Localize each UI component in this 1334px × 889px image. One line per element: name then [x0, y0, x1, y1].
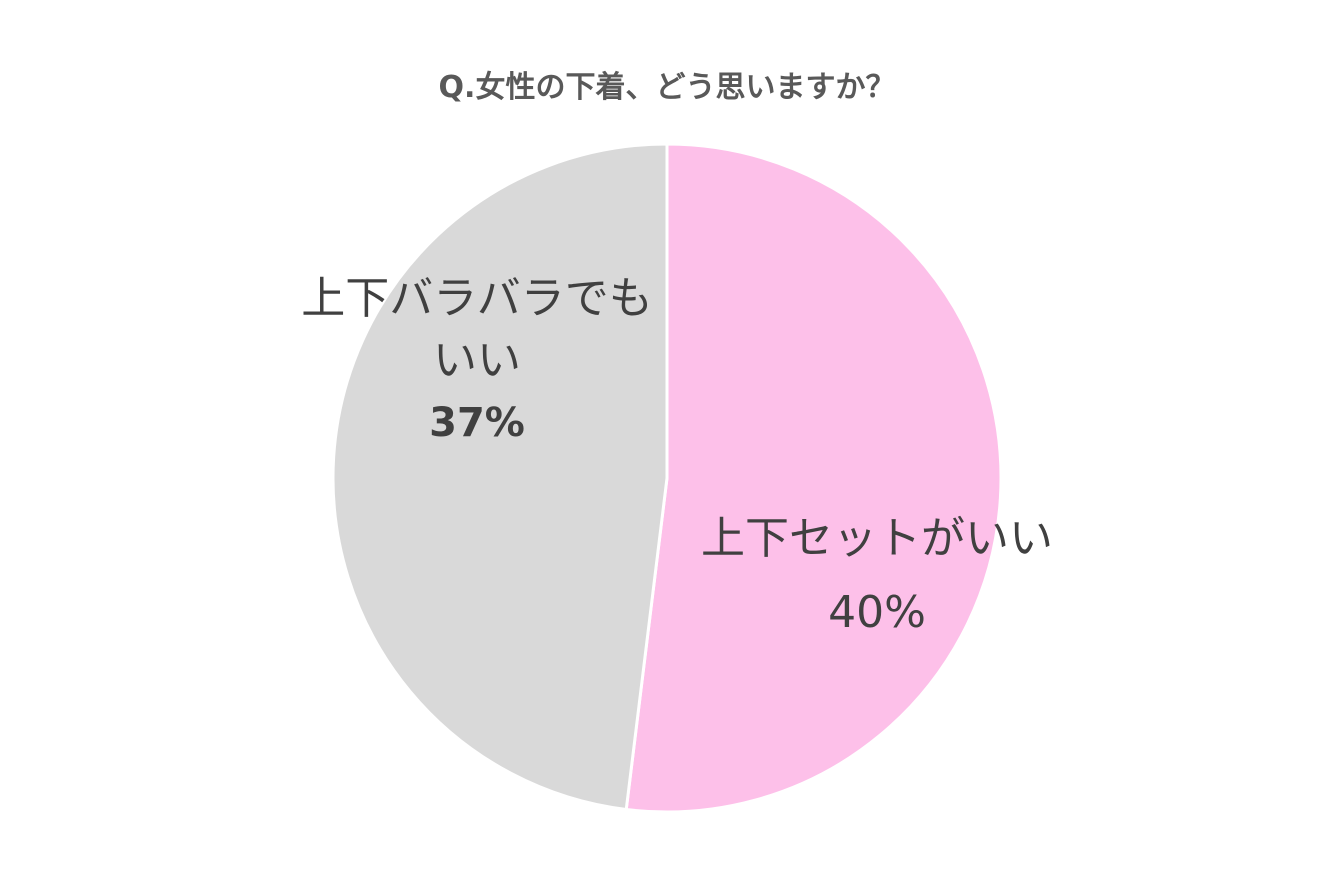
pie-slice: [331, 142, 669, 812]
category-label: 上下バラバラでもいい: [301, 273, 653, 386]
value-label: 40%: [828, 587, 926, 638]
category-label: 上下セットがいい: [701, 513, 1053, 564]
chart-title: Q.女性の下着、どう思いますか？: [438, 70, 896, 105]
pie-slice: [624, 142, 1003, 814]
value-label: 37%: [429, 400, 525, 446]
slice-label: 上下バラバラでもいい 37%: [290, 268, 664, 454]
slice-label: 上下セットがいい 40%: [652, 508, 1102, 644]
